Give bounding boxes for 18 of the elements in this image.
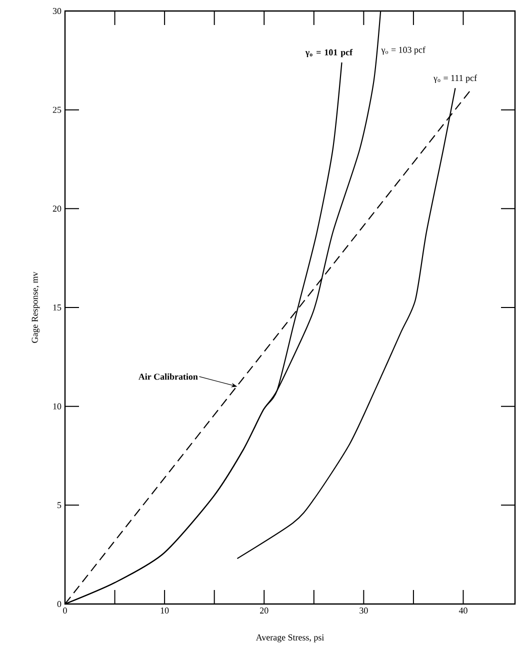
x-tick-label: 30 (360, 608, 368, 614)
y-tick-label: 0 (57, 600, 62, 608)
series-label: γ$_{o}$ = 111 pcf (434, 74, 477, 83)
annotation: Air Calibration (138, 373, 198, 380)
series-label: γ$_{o}$ = 101 pcf (305, 48, 353, 58)
y-tick-label: 30 (52, 8, 62, 14)
y-tick-label: 5 (58, 502, 62, 508)
x-tick-label: 40 (458, 608, 468, 614)
x-tick-label: 10 (160, 608, 169, 614)
x-tick-label: 0 (63, 608, 67, 614)
x-axis-title: Average Stress, psi (256, 634, 324, 642)
y-tick-label: 20 (52, 206, 62, 212)
y-tick-label: 10 (53, 403, 62, 410)
series-label: γ$_{o}$ = 103 pcf (381, 46, 426, 55)
y-tick-label: 25 (52, 106, 62, 113)
x-tick-label: 20 (260, 608, 268, 614)
y-axis-title: Gage Response, mv (32, 272, 40, 343)
y-tick-label: 15 (53, 304, 62, 311)
